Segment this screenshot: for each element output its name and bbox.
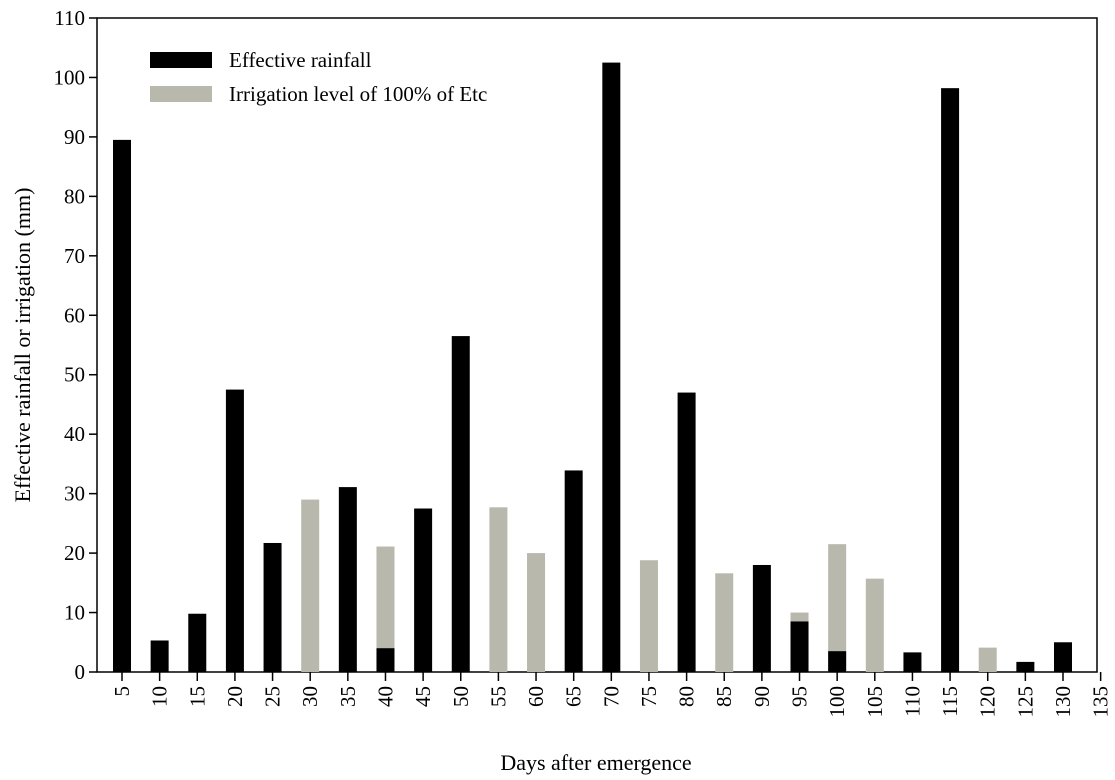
x-tick-label: 105: [863, 686, 887, 718]
bar-irrigation: [527, 553, 546, 672]
bar-irrigation: [828, 544, 847, 672]
x-tick-label: 20: [223, 686, 247, 707]
bar-irrigation: [301, 499, 320, 672]
x-tick-label: 75: [637, 686, 661, 707]
bar-irrigation: [639, 560, 658, 672]
x-tick-label: 5: [110, 686, 134, 697]
x-tick-label: 115: [938, 686, 962, 717]
x-tick-label: 120: [976, 686, 1000, 718]
x-tick-label: 100: [825, 686, 849, 718]
bar-irrigation: [376, 546, 395, 672]
bar-effective-rainfall: [338, 487, 357, 672]
x-tick-label: 65: [562, 686, 586, 707]
y-tick-label: 60: [64, 303, 85, 327]
x-tick-label: 50: [449, 686, 473, 707]
bar-effective-rainfall: [602, 62, 621, 673]
x-tick-label: 85: [712, 686, 736, 707]
x-tick-label: 90: [750, 686, 774, 707]
bar-effective-rainfall: [263, 542, 282, 672]
bar-effective-rainfall: [1054, 642, 1072, 672]
bar-effective-rainfall: [941, 88, 960, 672]
y-tick-label: 10: [64, 601, 85, 625]
x-tick-label: 15: [185, 686, 209, 707]
y-tick-label: 90: [64, 125, 85, 149]
bar-effective-rainfall: [225, 389, 244, 672]
x-axis-title: Days after emergence: [500, 750, 691, 775]
x-tick-label: 125: [1013, 686, 1037, 718]
bar-effective-rainfall: [564, 470, 583, 672]
y-tick-label: 100: [54, 65, 86, 89]
x-tick-label: 35: [336, 686, 360, 707]
x-tick-label: 130: [1051, 686, 1075, 718]
bar-effective-rainfall: [451, 336, 470, 672]
y-tick-label: 50: [64, 363, 85, 387]
bar-irrigation: [715, 573, 734, 672]
x-tick-label: 110: [900, 686, 924, 717]
legend-label-effective-rainfall: Effective rainfall: [229, 48, 372, 72]
x-tick-label: 80: [675, 686, 699, 707]
y-tick-label: 70: [64, 244, 85, 268]
y-tick-label: 20: [64, 541, 85, 565]
bar-effective-rainfall: [376, 648, 395, 672]
bars-group: [113, 62, 1072, 673]
y-tick-label: 80: [64, 184, 85, 208]
bar-effective-rainfall: [188, 613, 207, 672]
bar-effective-rainfall: [414, 508, 433, 672]
bar-effective-rainfall: [903, 652, 922, 672]
x-tick-label: 135: [1089, 686, 1113, 718]
bar-effective-rainfall: [113, 139, 131, 672]
x-axis: 5 10 15 20 25 30 35 40 45 50 55 60 65 70 75 80 85 90 95 100…: [110, 672, 1113, 718]
bar-effective-rainfall: [150, 640, 169, 672]
y-tick-label: 40: [64, 422, 85, 446]
bar-effective-rainfall: [752, 564, 771, 672]
x-tick-label: 25: [261, 686, 285, 707]
bar-irrigation: [865, 578, 884, 672]
plot-area-frame: [96, 17, 1098, 673]
bar-effective-rainfall: [790, 621, 809, 672]
bar-irrigation: [978, 647, 997, 672]
x-tick-label: 40: [373, 686, 397, 707]
x-tick-label: 95: [788, 686, 812, 707]
x-tick-label: 10: [148, 686, 172, 707]
x-tick-label: 45: [411, 686, 435, 707]
y-tick-label: 30: [64, 482, 85, 506]
x-tick-label: 30: [298, 686, 322, 707]
legend-swatch-effective-rainfall: [150, 52, 212, 68]
bar-effective-rainfall: [1016, 661, 1035, 672]
bar-effective-rainfall: [828, 651, 847, 672]
legend: Effective rainfall Irrigation level of 1…: [150, 48, 487, 106]
y-tick-label: 110: [54, 6, 85, 30]
x-tick-label: 60: [524, 686, 548, 707]
y-axis-title: Effective rainfall or irrigation (mm): [10, 188, 35, 503]
legend-swatch-irrigation: [150, 86, 212, 102]
x-tick-label: 70: [599, 686, 623, 707]
bar-effective-rainfall: [677, 392, 696, 672]
y-axis: 0 10 20 30 40 50 60 70 80 90 100 110: [54, 6, 97, 684]
x-tick-label: 55: [486, 686, 510, 707]
bar-irrigation: [489, 507, 508, 672]
legend-label-irrigation: Irrigation level of 100% of Etc: [229, 82, 487, 106]
y-tick-label: 0: [75, 660, 86, 684]
